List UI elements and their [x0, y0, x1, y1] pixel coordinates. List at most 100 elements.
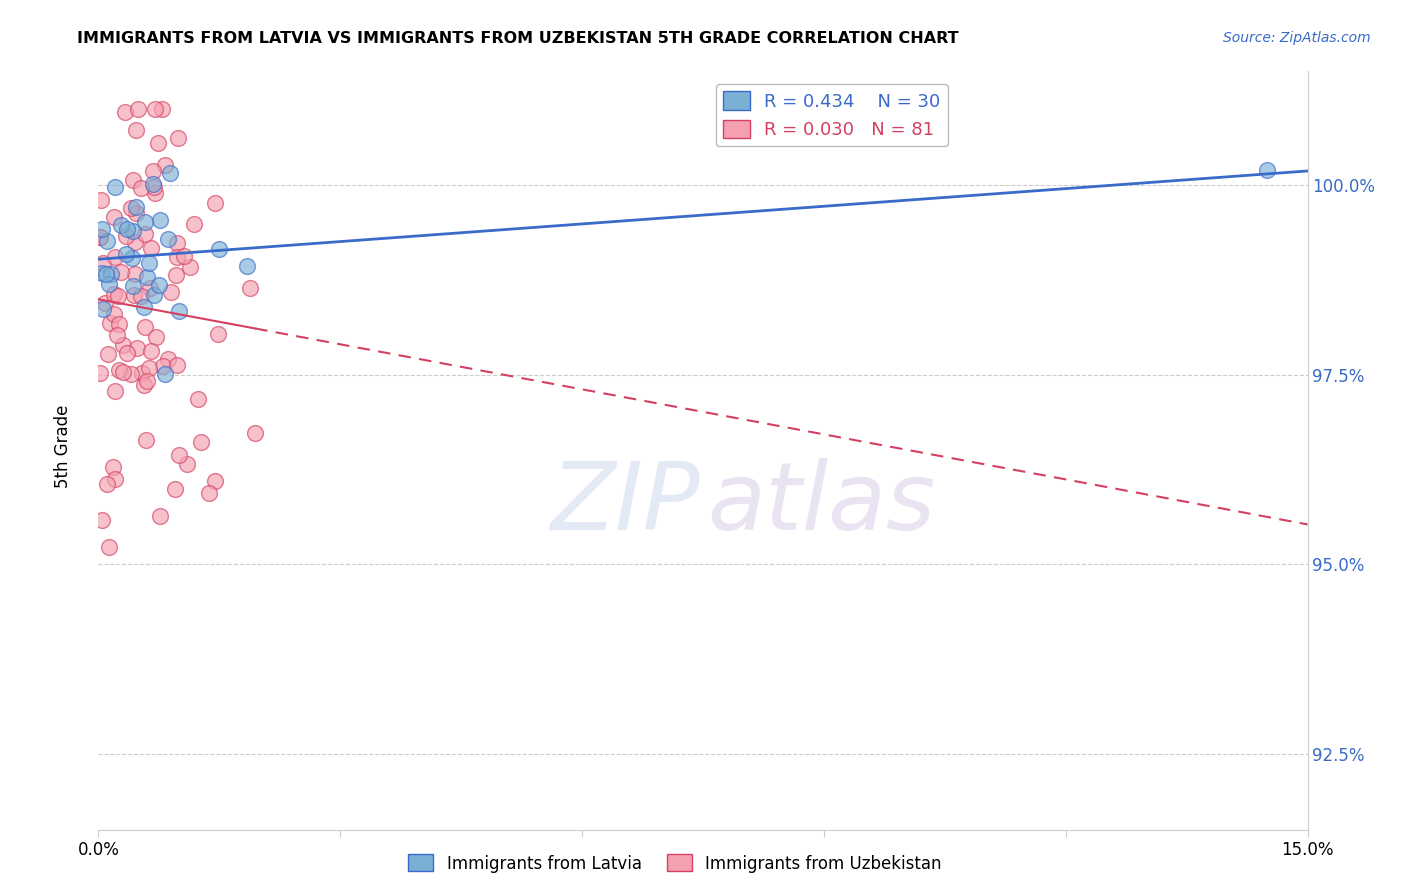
Point: [198, 485, 221, 500]
Legend: R = 0.434    N = 30, R = 0.030   N = 81: R = 0.434 N = 30, R = 0.030 N = 81: [716, 84, 948, 146]
Point: [134, 320, 156, 334]
Point: [96, 476, 118, 491]
Point: [187, 392, 209, 407]
Point: [89, 229, 111, 244]
Point: [207, 326, 229, 341]
Point: [125, 200, 148, 214]
Point: [98, 316, 121, 330]
Point: [122, 224, 145, 238]
Point: [146, 136, 169, 150]
Point: [136, 374, 159, 388]
Point: [167, 131, 190, 145]
Point: [115, 229, 138, 244]
Point: [173, 249, 195, 263]
Point: [136, 270, 159, 285]
Point: [142, 180, 165, 194]
Point: [129, 181, 152, 195]
Point: [167, 449, 190, 463]
Point: [108, 317, 131, 331]
Point: [131, 367, 153, 381]
Point: [159, 166, 181, 180]
Point: [124, 235, 146, 249]
Point: [104, 250, 127, 264]
Point: [149, 508, 172, 523]
Point: [103, 286, 125, 301]
Point: [117, 346, 139, 360]
Text: Source: ZipAtlas.com: Source: ZipAtlas.com: [1223, 31, 1371, 45]
Point: [204, 195, 226, 210]
Point: [1256, 163, 1278, 178]
Point: [143, 288, 166, 302]
Point: [98, 277, 121, 292]
Point: [112, 365, 135, 379]
Point: [110, 219, 132, 233]
Point: [129, 289, 152, 303]
Point: [107, 362, 129, 376]
Point: [122, 288, 145, 302]
Point: [156, 352, 179, 367]
Point: [122, 279, 145, 293]
Point: [155, 367, 177, 381]
Point: [94, 296, 117, 310]
Point: [107, 289, 129, 303]
Point: [139, 343, 162, 358]
Point: [105, 327, 128, 342]
Point: [103, 307, 125, 321]
Point: [204, 474, 226, 488]
Point: [153, 158, 176, 172]
Text: IMMIGRANTS FROM LATVIA VS IMMIGRANTS FROM UZBEKISTAN 5TH GRADE CORRELATION CHART: IMMIGRANTS FROM LATVIA VS IMMIGRANTS FRO…: [77, 31, 959, 46]
Point: [125, 206, 148, 220]
Point: [143, 186, 166, 200]
Point: [134, 215, 156, 229]
Point: [97, 347, 120, 361]
Point: [239, 281, 262, 295]
Point: [114, 104, 136, 119]
Point: [101, 459, 124, 474]
Point: [138, 360, 160, 375]
Point: [97, 540, 120, 554]
Point: [91, 222, 114, 236]
Point: [103, 210, 125, 224]
Text: ZIP: ZIP: [550, 458, 699, 549]
Point: [104, 180, 127, 194]
Point: [165, 482, 187, 496]
Point: [100, 267, 122, 281]
Point: [112, 338, 135, 352]
Point: [104, 472, 127, 486]
Point: [91, 256, 114, 270]
Point: [90, 193, 112, 207]
Point: [120, 201, 142, 215]
Point: [243, 426, 266, 441]
Point: [134, 227, 156, 242]
Point: [176, 457, 198, 471]
Point: [124, 267, 146, 281]
Point: [208, 242, 231, 256]
Point: [127, 103, 149, 117]
Point: [149, 213, 172, 227]
Point: [104, 384, 127, 399]
Point: [125, 341, 148, 355]
Point: [135, 433, 157, 447]
Point: [91, 513, 114, 527]
Point: [165, 268, 187, 283]
Legend: Immigrants from Latvia, Immigrants from Uzbekistan: Immigrants from Latvia, Immigrants from …: [402, 847, 948, 880]
Point: [115, 222, 138, 236]
Point: [166, 251, 188, 265]
Point: [235, 259, 257, 273]
Text: atlas: atlas: [707, 458, 935, 549]
Point: [166, 235, 188, 250]
Point: [169, 304, 191, 318]
Point: [96, 234, 118, 248]
Point: [179, 260, 201, 274]
Point: [139, 241, 162, 255]
Point: [190, 434, 212, 449]
Point: [145, 329, 167, 343]
Point: [183, 217, 205, 231]
Point: [89, 366, 111, 380]
Point: [139, 280, 162, 294]
Point: [121, 173, 143, 187]
Point: [134, 377, 156, 392]
Point: [138, 256, 160, 270]
Point: [134, 300, 156, 314]
Point: [89, 229, 111, 244]
